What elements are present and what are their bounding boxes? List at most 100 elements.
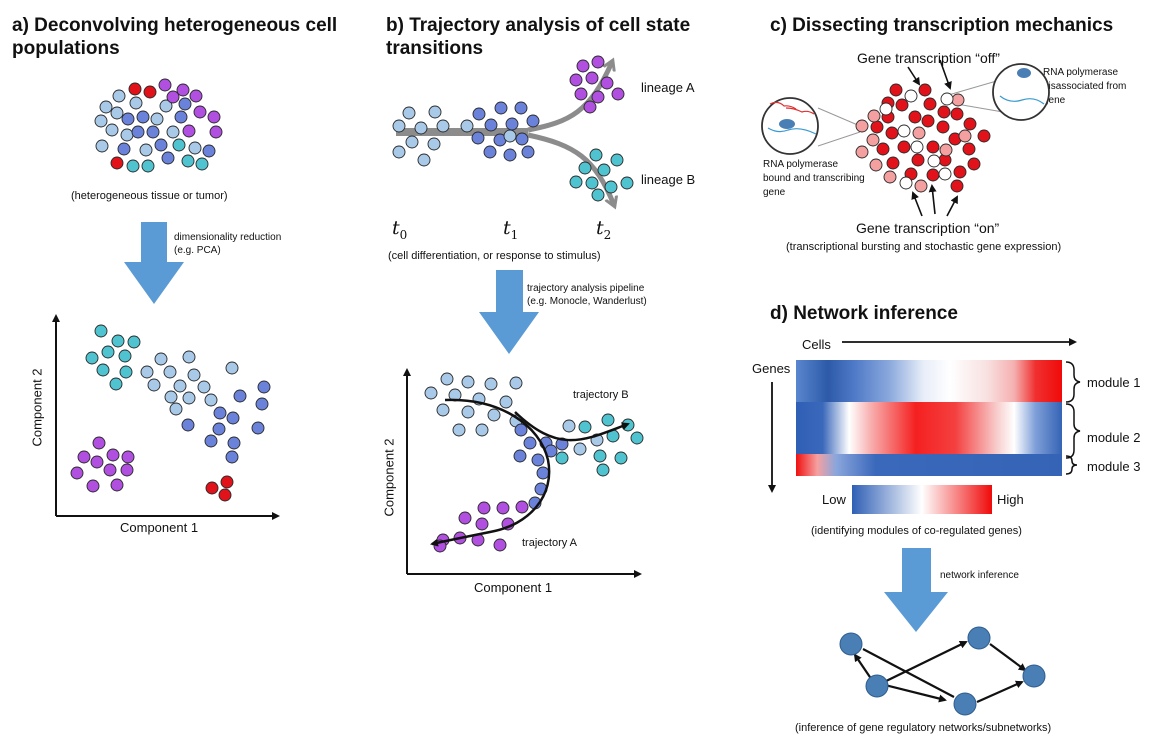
genes-label: Genes bbox=[752, 361, 791, 376]
cell bbox=[523, 436, 537, 450]
cell bbox=[494, 101, 508, 115]
cell bbox=[505, 117, 519, 131]
t0-cells bbox=[392, 105, 450, 167]
panel-a-arrow-label-line2: (e.g. PCA) bbox=[174, 245, 221, 256]
panel-a-caption: (heterogeneous tissue or tumor) bbox=[71, 190, 228, 202]
cell bbox=[472, 107, 486, 121]
cell bbox=[593, 449, 607, 463]
cell bbox=[169, 402, 183, 416]
panel-b-scatter bbox=[424, 372, 644, 553]
panel-b-trajectory-curves bbox=[430, 398, 630, 547]
panel-a-xlabel: Component 1 bbox=[120, 520, 199, 535]
cell bbox=[483, 145, 497, 159]
panel-c-caption: (transcriptional bursting and stochastic… bbox=[786, 241, 1062, 253]
cell bbox=[950, 179, 964, 193]
t0-letter: t bbox=[392, 217, 400, 239]
panel-b-caption: (cell differentiation, or response to st… bbox=[388, 250, 601, 262]
time-t2: t2 bbox=[596, 217, 611, 242]
cell bbox=[178, 97, 192, 111]
cell bbox=[926, 168, 940, 182]
lineage-b-cells bbox=[569, 148, 634, 202]
cell bbox=[514, 423, 528, 437]
cell bbox=[146, 125, 160, 139]
on-lightred-cells bbox=[855, 93, 972, 193]
bound-line2: bound and transcribing bbox=[763, 173, 865, 184]
panel-c-title: c) Dissecting transcription mechanics bbox=[770, 15, 1114, 36]
panel-d-caption: (identifying modules of co-regulated gen… bbox=[811, 525, 1022, 537]
cell bbox=[927, 154, 941, 168]
cell bbox=[436, 119, 450, 133]
cell bbox=[912, 126, 926, 140]
cell bbox=[392, 145, 406, 159]
cell bbox=[202, 144, 216, 158]
cell bbox=[402, 106, 416, 120]
cell bbox=[600, 76, 614, 90]
module-braces bbox=[1065, 361, 1081, 475]
cell bbox=[92, 436, 106, 450]
cell bbox=[515, 132, 529, 146]
panel-b-time-cells bbox=[392, 55, 634, 202]
panel-d-arrow-label: network inference bbox=[940, 570, 1019, 581]
cell bbox=[461, 375, 475, 389]
cell bbox=[895, 98, 909, 112]
cell bbox=[414, 121, 428, 135]
cell bbox=[940, 92, 954, 106]
cell bbox=[428, 105, 442, 119]
cell bbox=[227, 436, 241, 450]
cell bbox=[417, 153, 431, 167]
cell bbox=[867, 109, 881, 123]
cell bbox=[131, 125, 145, 139]
cell bbox=[855, 119, 869, 133]
cell bbox=[120, 463, 134, 477]
bound-line1: RNA polymerase bbox=[763, 159, 839, 170]
cell bbox=[578, 420, 592, 434]
lineage-a-cells bbox=[569, 55, 625, 114]
cell bbox=[513, 449, 527, 463]
cell bbox=[521, 145, 535, 159]
cell bbox=[939, 143, 953, 157]
cell bbox=[958, 129, 972, 143]
scatter-teal-cells bbox=[85, 324, 141, 391]
cluster-red-cells bbox=[110, 82, 157, 170]
cell bbox=[110, 106, 124, 120]
cell bbox=[127, 335, 141, 349]
trajectory-b-label: trajectory B bbox=[573, 389, 629, 401]
cell bbox=[204, 434, 218, 448]
cell bbox=[110, 156, 124, 170]
cell bbox=[172, 138, 186, 152]
cell bbox=[573, 442, 587, 456]
cell bbox=[938, 167, 952, 181]
bound-line3: gene bbox=[763, 187, 786, 198]
cell bbox=[926, 140, 940, 154]
cell bbox=[889, 83, 903, 97]
cell bbox=[487, 408, 501, 422]
off-white-cells bbox=[879, 89, 954, 190]
bound-zoom-circle bbox=[761, 97, 819, 155]
disassoc-zoom-circle bbox=[992, 63, 1050, 121]
cell bbox=[207, 110, 221, 124]
cell bbox=[117, 142, 131, 156]
module2-label: module 2 bbox=[1087, 430, 1141, 445]
cell bbox=[121, 450, 135, 464]
cell bbox=[611, 87, 625, 101]
cell bbox=[509, 376, 523, 390]
cell bbox=[139, 143, 153, 157]
cell bbox=[574, 87, 588, 101]
cell bbox=[899, 176, 913, 190]
cell bbox=[876, 142, 890, 156]
cluster-lightblue-cells bbox=[94, 89, 202, 157]
disassoc-line3: gene bbox=[1043, 95, 1066, 106]
cell bbox=[225, 361, 239, 375]
cell bbox=[118, 349, 132, 363]
cell bbox=[555, 451, 569, 465]
lineage-b-label: lineage B bbox=[641, 172, 696, 187]
panel-a-tissue-cluster bbox=[94, 78, 223, 173]
cell bbox=[140, 365, 154, 379]
cell bbox=[471, 131, 485, 145]
cell bbox=[531, 453, 545, 467]
cell bbox=[452, 423, 466, 437]
bound-label: RNA polymerase bound and transcribing ge… bbox=[763, 158, 865, 200]
cell bbox=[187, 368, 201, 382]
cell bbox=[569, 175, 583, 189]
